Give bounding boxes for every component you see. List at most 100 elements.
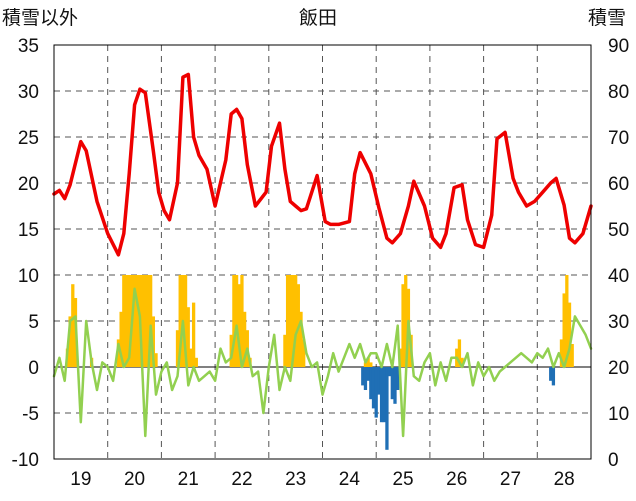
precip-bar [127,275,131,367]
left-tick-label: -5 [22,404,39,425]
precip-bar [135,275,139,367]
precip-bar [149,275,153,367]
left-tick-label: 15 [18,220,39,241]
precip-bar [194,357,198,367]
x-tick-label: 26 [446,469,467,490]
snow_change-bar [377,367,381,395]
x-tick-label: 19 [70,469,91,490]
precip-bar [457,339,462,367]
precip-bar [283,334,287,367]
precip-bar [234,275,239,367]
precip-bar [132,275,137,367]
precip-bar [68,316,72,367]
right-tick-label: 90 [608,36,629,57]
snow_change-bar [361,367,365,386]
snow_change-bar [385,367,389,450]
left-tick-label: 35 [18,36,39,57]
precip-bar [369,362,373,367]
precip-bar [562,293,566,367]
x-tick-label: 21 [178,469,199,490]
precip-bar [116,339,121,367]
precip-bar [124,275,129,367]
right-tick-label: 40 [608,266,629,287]
precip-bar [559,339,564,367]
precip-bar [154,353,158,367]
left-tick-label: 5 [28,312,39,333]
right-tick-label: 0 [608,450,619,471]
precip-bar [71,284,75,367]
right-tick-label: 50 [608,220,629,241]
precip-bar [178,275,182,367]
precip-bar [570,344,574,367]
right-tick-label: 70 [608,128,629,149]
snow_change-bar [363,367,368,390]
right-tick-label: 10 [608,404,629,425]
snow_change-bar [374,367,378,418]
right-axis-ticks: 90 80 70 60 50 40 30 20 10 0 [608,36,629,471]
right-tick-label: 80 [608,82,629,103]
snow_change-bar [369,367,373,400]
snow_change-bar [387,367,392,377]
x-tick-label: 22 [231,469,252,490]
x-tick-label: 23 [285,469,306,490]
precip-bar [140,275,145,367]
temperature-line [52,72,593,257]
snow_change-bar [371,367,376,409]
x-tick-label: 25 [392,469,413,490]
right-axis-label: 積雪 [588,7,626,29]
line-series [52,72,593,438]
precip-bar [288,275,292,367]
precip-bar [242,311,247,367]
snow_change-bar [390,367,394,400]
left-tick-label: 20 [18,174,39,195]
x-tick-label: 24 [339,469,361,490]
precip-bar [191,302,196,367]
snow_change-bar [382,367,386,423]
snow_change-bar [379,367,384,423]
left-tick-label: -10 [12,450,39,471]
plot-frame [53,44,592,460]
precip-bar [189,348,193,367]
precip-bar [366,357,370,367]
precip-bar [285,275,290,367]
chart-title: 飯田 [299,7,337,29]
snow_change-bar [549,367,553,381]
precip-bar [240,275,244,367]
x-axis-ticks: 19 20 21 22 23 24 25 26 27 28 [70,469,574,490]
precip-bar [565,275,569,367]
snow_change-bar [396,367,400,390]
precip-bar [151,316,155,367]
left-tick-label: 30 [18,82,39,103]
snow_change-bar [551,367,556,386]
precip-bar [460,357,464,367]
x-tick-label: 27 [500,469,521,490]
precip-bar [401,284,405,367]
right-tick-label: 30 [608,312,629,333]
precip-bar [186,307,190,367]
left-axis-label: 積雪以外 [2,7,78,29]
precip-bar [119,311,123,367]
left-tick-label: 25 [18,128,39,149]
gridlines [54,45,591,459]
precip-bar [232,275,236,367]
precip-bar [567,302,572,367]
other-line [52,287,593,438]
x-tick-label: 28 [554,469,575,490]
x-tick-label: 20 [124,469,145,490]
precip-bar [175,330,180,367]
precip-bar [146,275,150,367]
snow_change-bar [366,367,370,381]
precip-bar [122,275,126,367]
precip-bar [291,275,295,367]
precip-bar [302,339,306,367]
right-tick-label: 60 [608,174,629,195]
precip-bar [404,275,408,367]
precip-bar [299,311,303,367]
precip-bar [143,275,147,367]
snow_change-bar [393,367,397,404]
left-tick-label: 10 [18,266,39,287]
right-tick-label: 20 [608,358,629,379]
precip-bar [237,284,241,367]
left-tick-label: 0 [28,358,39,379]
